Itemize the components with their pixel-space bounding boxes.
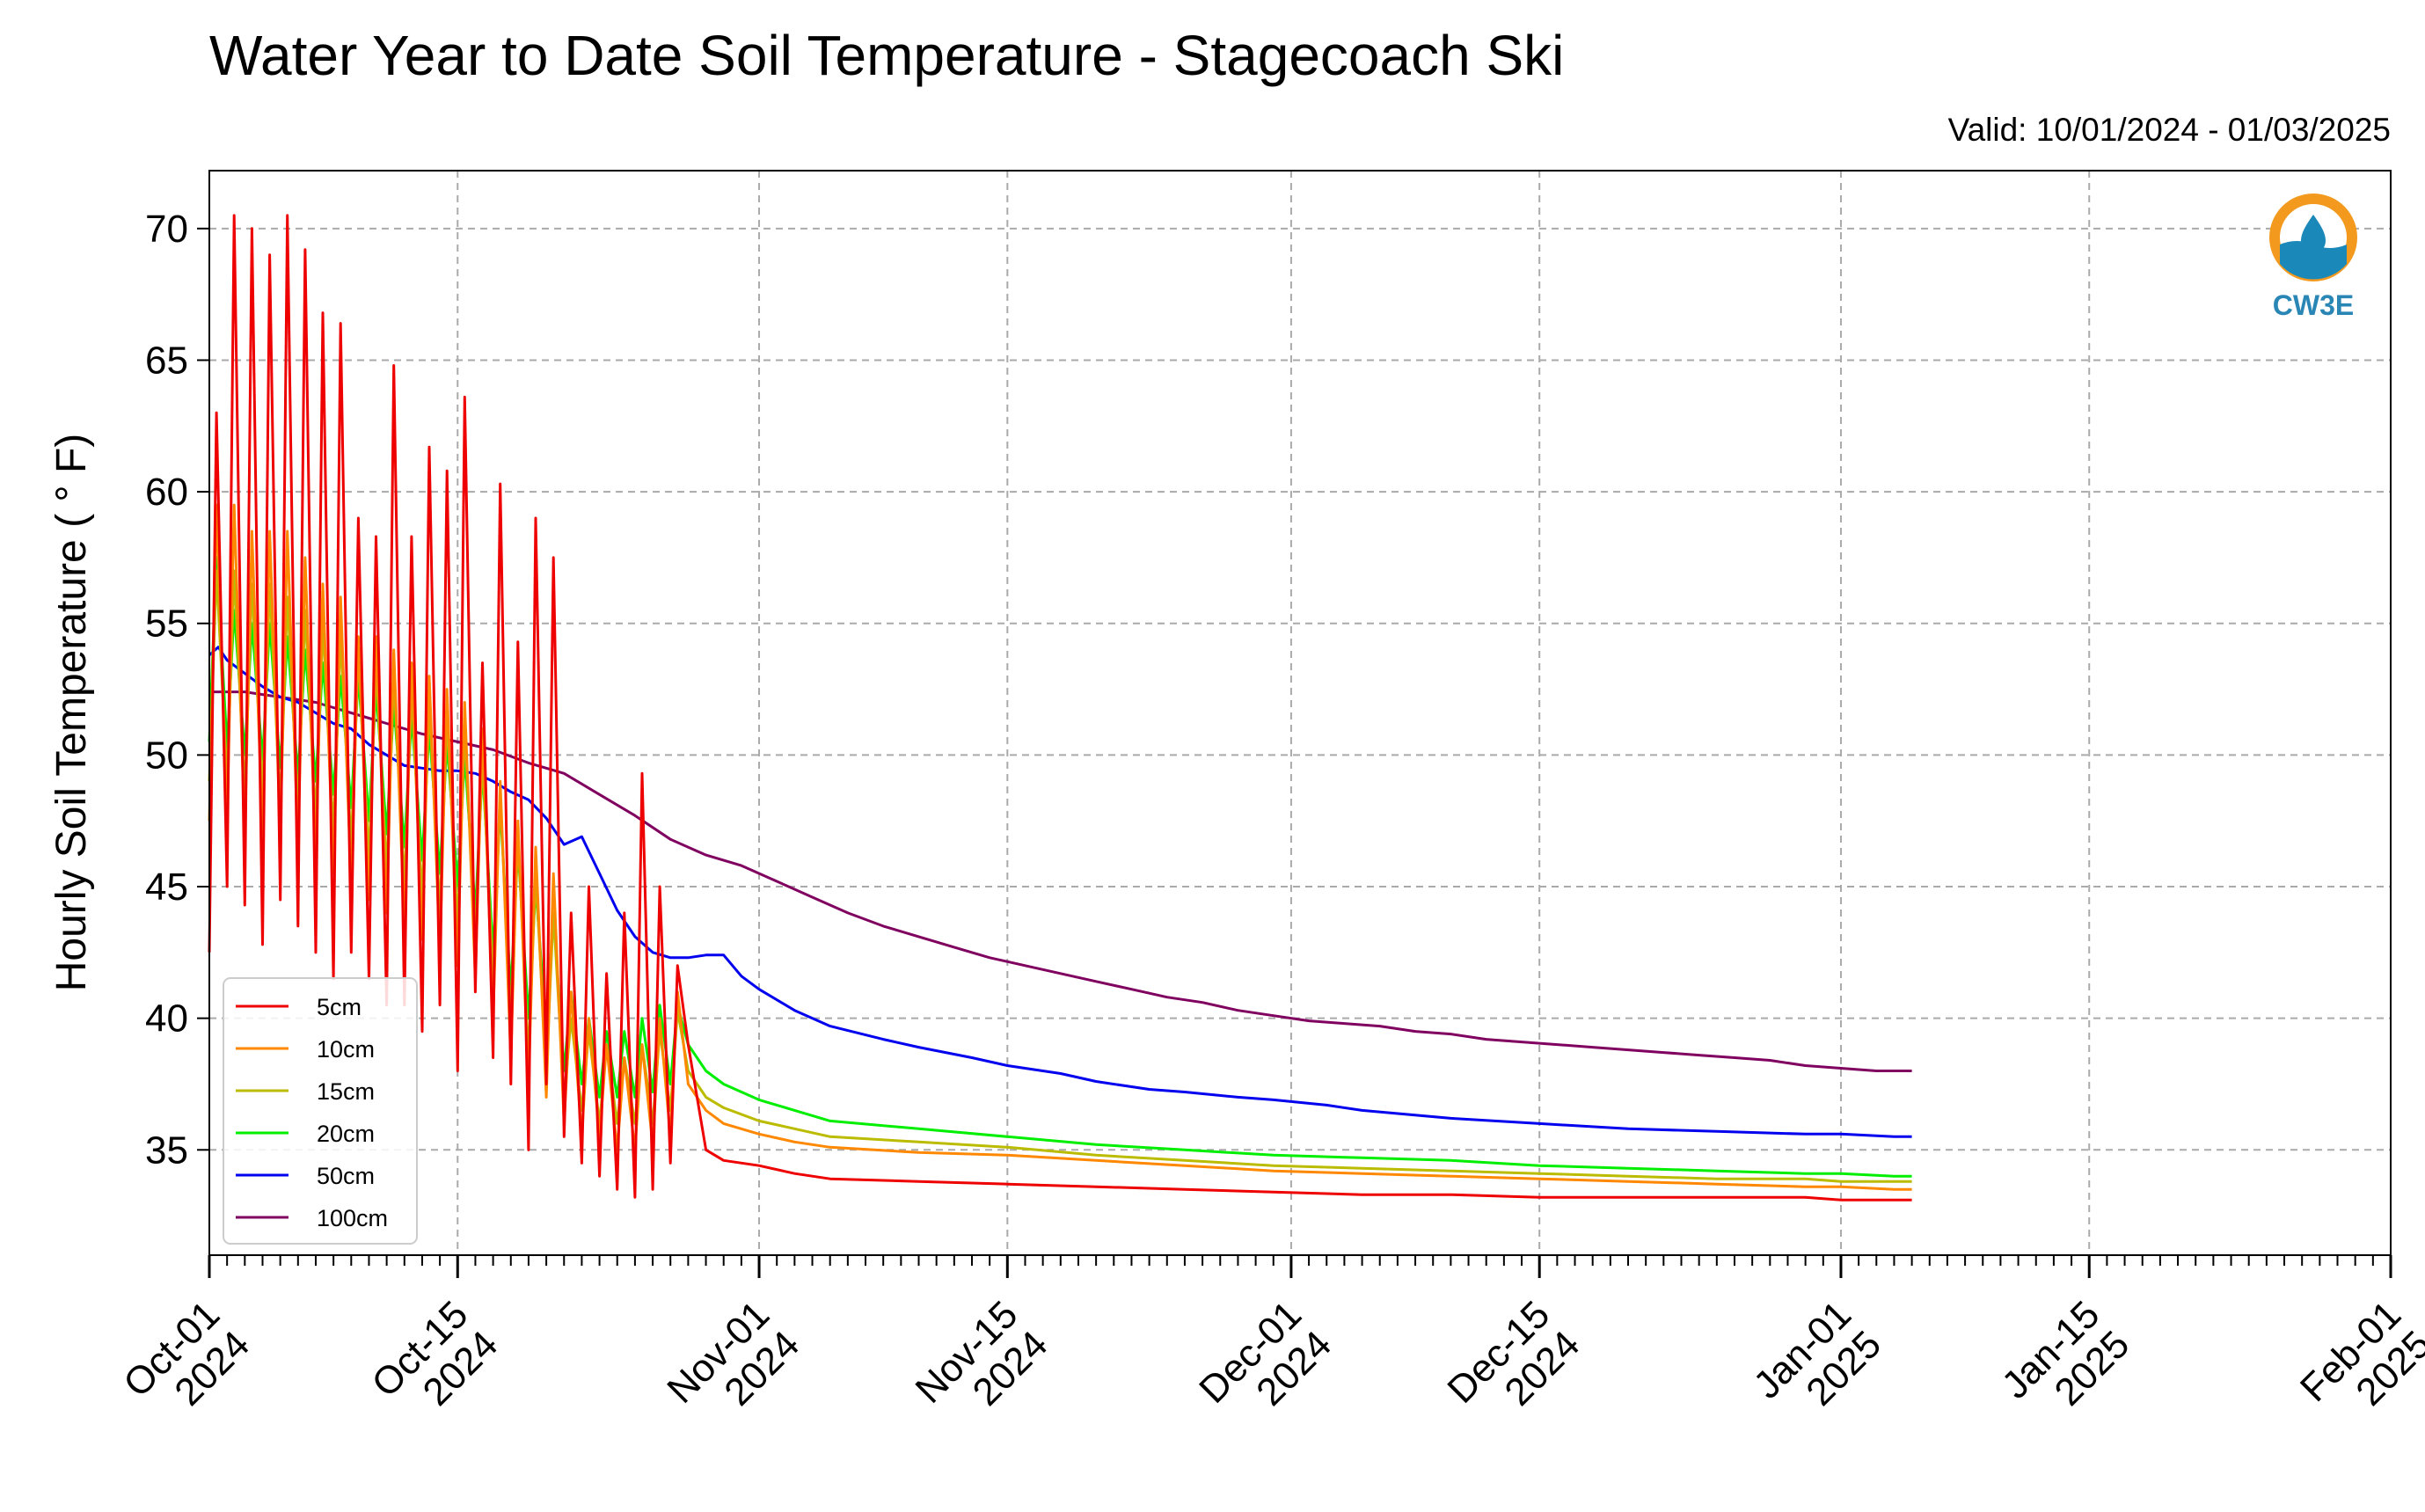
- y-tick-label: 65: [145, 339, 188, 382]
- y-tick-label: 40: [145, 997, 188, 1041]
- cw3e-logo: CW3E: [2269, 194, 2357, 321]
- series-line-50cm: [208, 646, 1912, 1138]
- valid-date-range: Valid: 10/01/2024 - 01/03/2025: [1948, 112, 2391, 148]
- chart-title: Water Year to Date Soil Temperature - St…: [209, 24, 1564, 87]
- cw3e-logo-text: CW3E: [2273, 289, 2354, 321]
- series-line-10cm: [208, 503, 1912, 1191]
- legend-label-20cm: 20cm: [317, 1121, 375, 1147]
- legend-box: [223, 977, 418, 1245]
- water-drop-icon: [2301, 215, 2326, 253]
- legend-label-50cm: 50cm: [317, 1163, 375, 1189]
- legend-label-15cm: 15cm: [317, 1078, 375, 1105]
- y-tick-label: 35: [145, 1129, 188, 1172]
- y-tick-label: 45: [145, 866, 188, 909]
- series-line-20cm: [208, 556, 1912, 1178]
- legend: 5cm 10cm 15cm 20cm 50cm 100cm: [223, 977, 418, 1245]
- legend-label-100cm: 100cm: [317, 1205, 388, 1231]
- series-layer: [208, 214, 1912, 1202]
- cw3e-logo-wave: [2280, 241, 2347, 280]
- plot-frame: [208, 170, 2392, 1256]
- gridlines: [208, 171, 2392, 1255]
- y-tick-label: 50: [145, 734, 188, 777]
- y-axis-label: Hourly Soil Temperature ( ° F): [48, 434, 95, 992]
- legend-label-10cm: 10cm: [317, 1036, 375, 1063]
- series-line-15cm: [208, 569, 1912, 1183]
- y-tick-label: 55: [145, 603, 188, 646]
- y-tick-label: 60: [145, 471, 188, 514]
- series-line-5cm: [208, 214, 1912, 1202]
- legend-label-5cm: 5cm: [317, 994, 362, 1020]
- series-line-100cm: [209, 690, 1912, 1072]
- y-tick-label: 70: [145, 208, 188, 251]
